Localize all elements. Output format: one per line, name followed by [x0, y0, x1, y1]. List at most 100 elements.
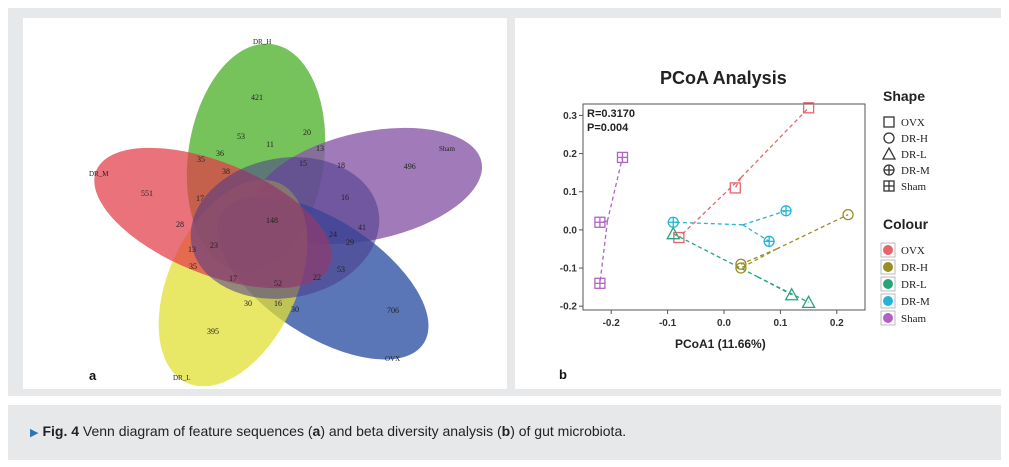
x-axis-label: PCoA1 (11.66%) [675, 337, 766, 351]
y-tick-label: 0.3 [563, 111, 577, 122]
venn-diagram: DR_H Sham OVX DR_L DR_M 421 496 706 395 551 5… [89, 38, 483, 387]
point-sham [616, 151, 629, 164]
series-line-ovx [734, 177, 742, 189]
point-dr-h [842, 208, 854, 221]
legend-colour-label: Sham [901, 313, 927, 325]
venn-panel: DR_H Sham OVX DR_L DR_M 421 496 706 395 551 5… [23, 18, 507, 389]
series-line-dr-h [740, 248, 777, 265]
figure-frame: DR_H Sham OVX DR_L DR_M 421 496 706 395 551 5… [8, 8, 1004, 396]
venn-count: 13 [316, 144, 324, 153]
venn-count: 421 [251, 93, 263, 102]
stat-p: P=0.004 [587, 122, 629, 134]
series-line-dr-h [776, 214, 849, 250]
legend-swatch-ovx [883, 245, 893, 255]
legend-shape-ovx [883, 116, 895, 128]
point-sham [594, 216, 606, 228]
venn-set-label-dr-m: DR_M [89, 170, 109, 178]
legend-shape-dr-l [881, 146, 897, 160]
venn-ellipses [94, 43, 483, 387]
legend-colour-label: DR-H [901, 262, 928, 274]
point-dr-l [666, 226, 681, 240]
point-dr-h [735, 258, 747, 270]
stat-r: R=0.3170 [587, 108, 635, 120]
legend-swatch-sham [883, 313, 893, 323]
y-tick-label: 0.0 [563, 225, 577, 236]
point-dr-l [801, 295, 816, 309]
series-points [594, 102, 854, 309]
x-tick-label: -0.1 [659, 318, 677, 329]
venn-count: 13 [188, 245, 196, 254]
venn-set-label-dr-h: DR_H [253, 38, 271, 46]
caption-arrow-icon: ▶ [30, 427, 39, 439]
point-sham [594, 277, 606, 289]
x-tick-label: 0.0 [717, 318, 731, 329]
series-line-dr-m [742, 224, 770, 242]
legend-shape-dr-h [883, 132, 895, 144]
caption-text-3: ) of gut microbiota. [510, 423, 627, 439]
caption-ref-b: b [501, 423, 511, 439]
venn-count: 23 [210, 241, 218, 250]
venn-count: 16 [274, 299, 282, 308]
venn-count: 20 [303, 128, 311, 137]
x-axis: -0.2 -0.1 0.0 0.1 0.2 [603, 310, 844, 329]
figure-caption: ▶ Fig. 4 Venn diagram of feature sequence… [8, 405, 1001, 460]
series-line-dr-l [757, 276, 792, 296]
legend-colour-label: DR-L [901, 279, 927, 291]
series-line-ovx [740, 107, 810, 179]
venn-count: 148 [266, 216, 278, 225]
legend-swatch-dr-l [883, 279, 893, 289]
point-dr-m [780, 205, 792, 217]
series-line-sham [606, 157, 624, 222]
legend-shape-label: DR-L [901, 149, 927, 161]
venn-count: 30 [291, 305, 299, 314]
legend-shape-label: OVX [901, 117, 925, 129]
venn-count: 41 [358, 223, 366, 232]
point-dr-l [784, 287, 799, 301]
venn-count: 53 [237, 132, 245, 141]
series-line-dr-l [672, 233, 759, 278]
series-line-dr-m [742, 210, 787, 226]
x-tick-label: 0.1 [773, 318, 787, 329]
legend-colours: OVX DR-H DR-L DR-M Sham [880, 242, 930, 326]
legend-colour-label: DR-M [901, 296, 930, 308]
y-tick-label: -0.2 [560, 302, 578, 313]
pcoa-chart: PCoA Analysis 0.30.20.10.0-0.1-0.2 -0.2-… [559, 68, 930, 382]
point-ovx [729, 182, 741, 194]
venn-count: 16 [341, 193, 349, 202]
panel-label-a: a [89, 368, 97, 383]
venn-count: 53 [337, 265, 345, 274]
venn-count: 35 [189, 262, 197, 271]
venn-count: 706 [387, 306, 399, 315]
legend-shape-sham [883, 180, 895, 192]
venn-count: 17 [196, 194, 204, 203]
legend-swatch-dr-h [883, 262, 893, 272]
point-dr-m [667, 216, 679, 228]
point-ovx [673, 231, 685, 244]
legend-shape-label: DR-H [901, 133, 928, 145]
series-line-dr-m [673, 221, 743, 226]
series-lines [599, 107, 849, 303]
series-line-sham [599, 220, 609, 284]
venn-count: 551 [141, 189, 153, 198]
caption-ref-a: a [312, 423, 321, 439]
venn-count: 29 [346, 238, 354, 247]
venn-count: 30 [244, 299, 252, 308]
chart-title: PCoA Analysis [660, 68, 787, 88]
venn-set-label-dr-l: DR_L [173, 374, 191, 382]
venn-count: 52 [274, 279, 282, 288]
venn-count: 38 [222, 167, 230, 176]
venn-count: 24 [329, 230, 337, 239]
panel-label-b: b [559, 367, 567, 382]
x-tick-label: -0.2 [603, 318, 621, 329]
series-line-ovx [678, 177, 742, 238]
venn-count: 496 [404, 162, 416, 171]
point-dr-h [735, 262, 747, 274]
y-tick-label: -0.1 [560, 264, 578, 275]
venn-count: 17 [229, 274, 237, 283]
legend-shape-label: DR-M [901, 165, 930, 177]
caption-text-1: Venn diagram of feature sequences ( [82, 423, 313, 439]
point-ovx [802, 102, 815, 114]
legend-swatch-dr-m [883, 296, 893, 306]
venn-count: 15 [299, 159, 307, 168]
venn-count: 28 [176, 220, 184, 229]
